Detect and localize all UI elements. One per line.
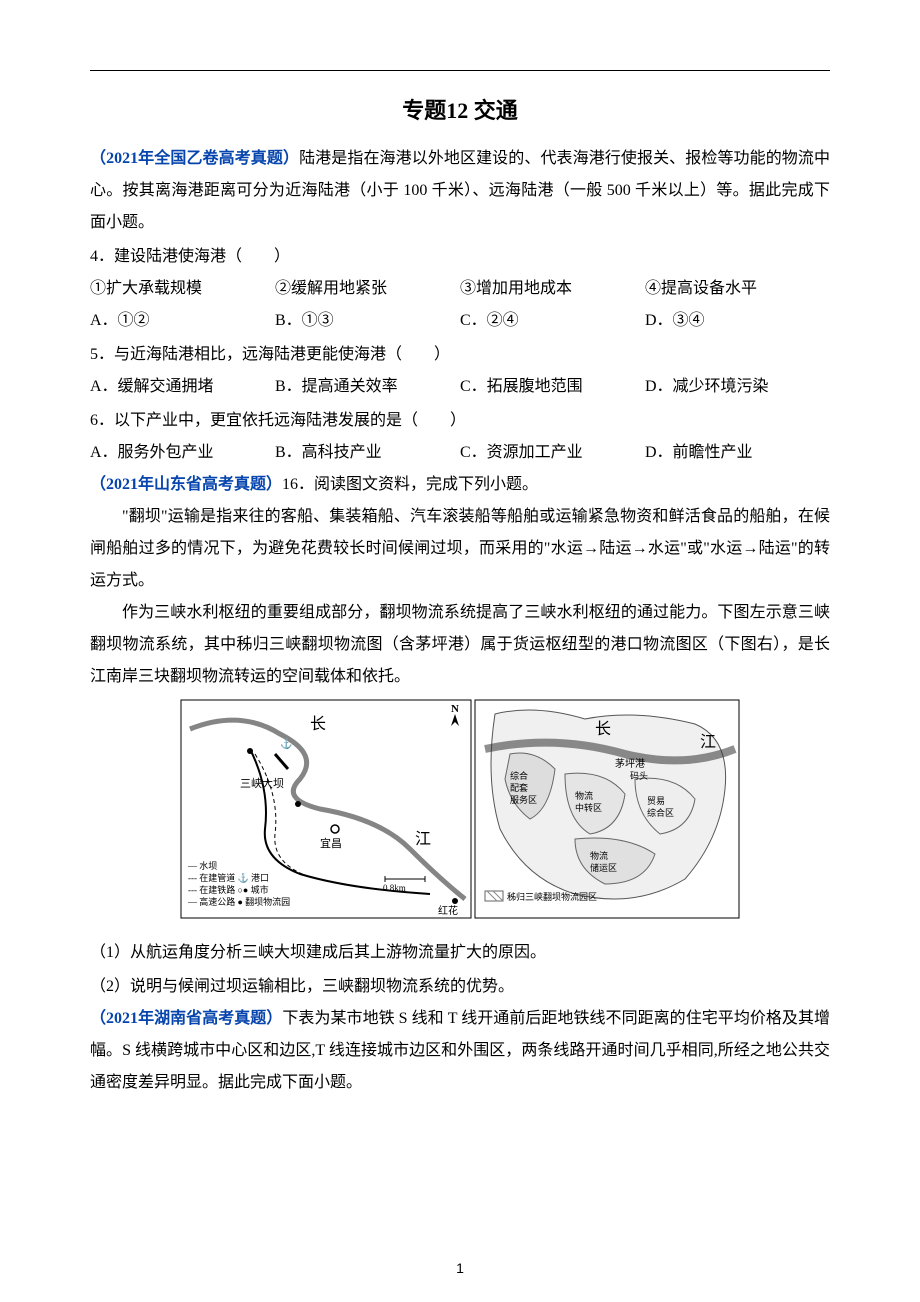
page-number: 1 xyxy=(0,1254,920,1282)
svg-text:配套: 配套 xyxy=(510,782,528,793)
q6-opt-d: D．前瞻性产业 xyxy=(645,437,830,469)
port-label: 茅坪港 xyxy=(615,757,645,770)
q5-opt-d: D．减少环境污染 xyxy=(645,371,830,403)
north-label: N xyxy=(451,703,459,715)
source-tag-2: （2021年山东省高考真题） xyxy=(90,476,282,493)
question-5-options: A．缓解交通拥堵 B．提高通关效率 C．拓展腹地范围 D．减少环境污染 xyxy=(90,371,830,403)
q4-opt-a: A．①② xyxy=(90,305,275,337)
page-title: 专题12 交通 xyxy=(90,89,830,133)
paragraph-1: "翻坝"运输是指来往的客船、集装箱船、汽车滚装船等船舶或运输紧急物资和鲜活食品的… xyxy=(90,501,830,597)
zone-2: 物流 xyxy=(575,790,593,801)
question-4: 4．建设陆港使海港（ ） xyxy=(90,241,830,273)
q5-opt-a: A．缓解交通拥堵 xyxy=(90,371,275,403)
intro-3: （2021年湖南省高考真题）下表为某市地铁 S 线和 T 线开通前后距地铁线不同… xyxy=(90,1003,830,1099)
question-16-head: （2021年山东省高考真题）16．阅读图文资料，完成下列小题。 xyxy=(90,469,830,501)
question-5: 5．与近海陆港相比，远海陆港更能使海港（ ） xyxy=(90,339,830,371)
intro-1: （2021年全国乙卷高考真题）陆港是指在海港以外地区建设的、代表海港行使报关、报… xyxy=(90,143,830,239)
legend-1: — 水坝 xyxy=(187,860,217,871)
q4-opt-d: D．③④ xyxy=(645,305,830,337)
stem-3: ③增加用地成本 xyxy=(460,273,645,305)
svg-text:中转区: 中转区 xyxy=(575,802,602,813)
left-map: 长 江 三峡大坝 宜昌 红花 ⚓ N xyxy=(181,700,471,918)
question-6: 6．以下产业中，更宜依托远海陆港发展的是（ ） xyxy=(90,405,830,437)
paragraph-2: 作为三峡水利枢纽的重要组成部分，翻坝物流系统提高了三峡水利枢纽的通过能力。下图左… xyxy=(90,597,830,693)
stem-4: ④提高设备水平 xyxy=(645,273,830,305)
zone-1: 综合 xyxy=(510,770,528,781)
legend-4: — 高速公路 ● 翻坝物流园 xyxy=(187,896,290,907)
river-label-1: 长 xyxy=(310,715,326,733)
scale-label: 0 8km xyxy=(383,883,406,893)
legend-2: --- 在建管道 ⚓ 港口 xyxy=(188,872,269,883)
right-map: 长 江 综合 配套 服务区 物流 中转区 贸易 综合区 物流 储运区 茅坪港 码… xyxy=(475,700,739,918)
question-4-options: A．①② B．①③ C．②④ D．③④ xyxy=(90,305,830,337)
stem-1: ①扩大承载规模 xyxy=(90,273,275,305)
question-6-options: A．服务外包产业 B．高科技产业 C．资源加工产业 D．前瞻性产业 xyxy=(90,437,830,469)
svg-text:码头: 码头 xyxy=(630,771,648,781)
q16-head-text: 16．阅读图文资料，完成下列小题。 xyxy=(282,476,538,493)
q5-opt-b: B．提高通关效率 xyxy=(275,371,460,403)
q4-opt-c: C．②④ xyxy=(460,305,645,337)
legend-3: --- 在建铁路 ○● 城市 xyxy=(188,884,269,895)
sub-question-1: （1）从航运角度分析三峡大坝建成后其上游物流量扩大的原因。 xyxy=(90,937,830,969)
river-label-2: 江 xyxy=(415,830,431,848)
city-honghua: 红花 xyxy=(438,904,458,917)
right-river-2: 江 xyxy=(700,733,716,751)
q6-opt-b: B．高科技产业 xyxy=(275,437,460,469)
zone-3: 贸易 xyxy=(647,795,665,806)
question-4-stems: ①扩大承载规模 ②缓解用地紧张 ③增加用地成本 ④提高设备水平 xyxy=(90,273,830,305)
right-river-1: 长 xyxy=(595,720,611,738)
map-figure: 长 江 三峡大坝 宜昌 红花 ⚓ N xyxy=(90,699,830,931)
q6-opt-a: A．服务外包产业 xyxy=(90,437,275,469)
q6-opt-c: C．资源加工产业 xyxy=(460,437,645,469)
top-divider xyxy=(90,70,830,71)
svg-text:储运区: 储运区 xyxy=(590,862,617,873)
stem-2: ②缓解用地紧张 xyxy=(275,273,460,305)
svg-text:服务区: 服务区 xyxy=(510,794,537,805)
map-svg: 长 江 三峡大坝 宜昌 红花 ⚓ N xyxy=(180,699,740,919)
right-legend: 秭归三峡翻坝物流园区 xyxy=(507,891,597,902)
sub-question-2: （2）说明与候闸过坝运输相比，三峡翻坝物流系统的优势。 xyxy=(90,971,830,1003)
zone-4: 物流 xyxy=(590,850,608,861)
svg-text:综合区: 综合区 xyxy=(647,807,674,818)
q5-opt-c: C．拓展腹地范围 xyxy=(460,371,645,403)
source-tag-1: （2021年全国乙卷高考真题） xyxy=(90,150,299,167)
source-tag-3: （2021年湖南省高考真题） xyxy=(90,1010,282,1027)
q4-opt-b: B．①③ xyxy=(275,305,460,337)
city-yichang: 宜昌 xyxy=(320,836,342,850)
svg-text:⚓: ⚓ xyxy=(280,737,292,750)
